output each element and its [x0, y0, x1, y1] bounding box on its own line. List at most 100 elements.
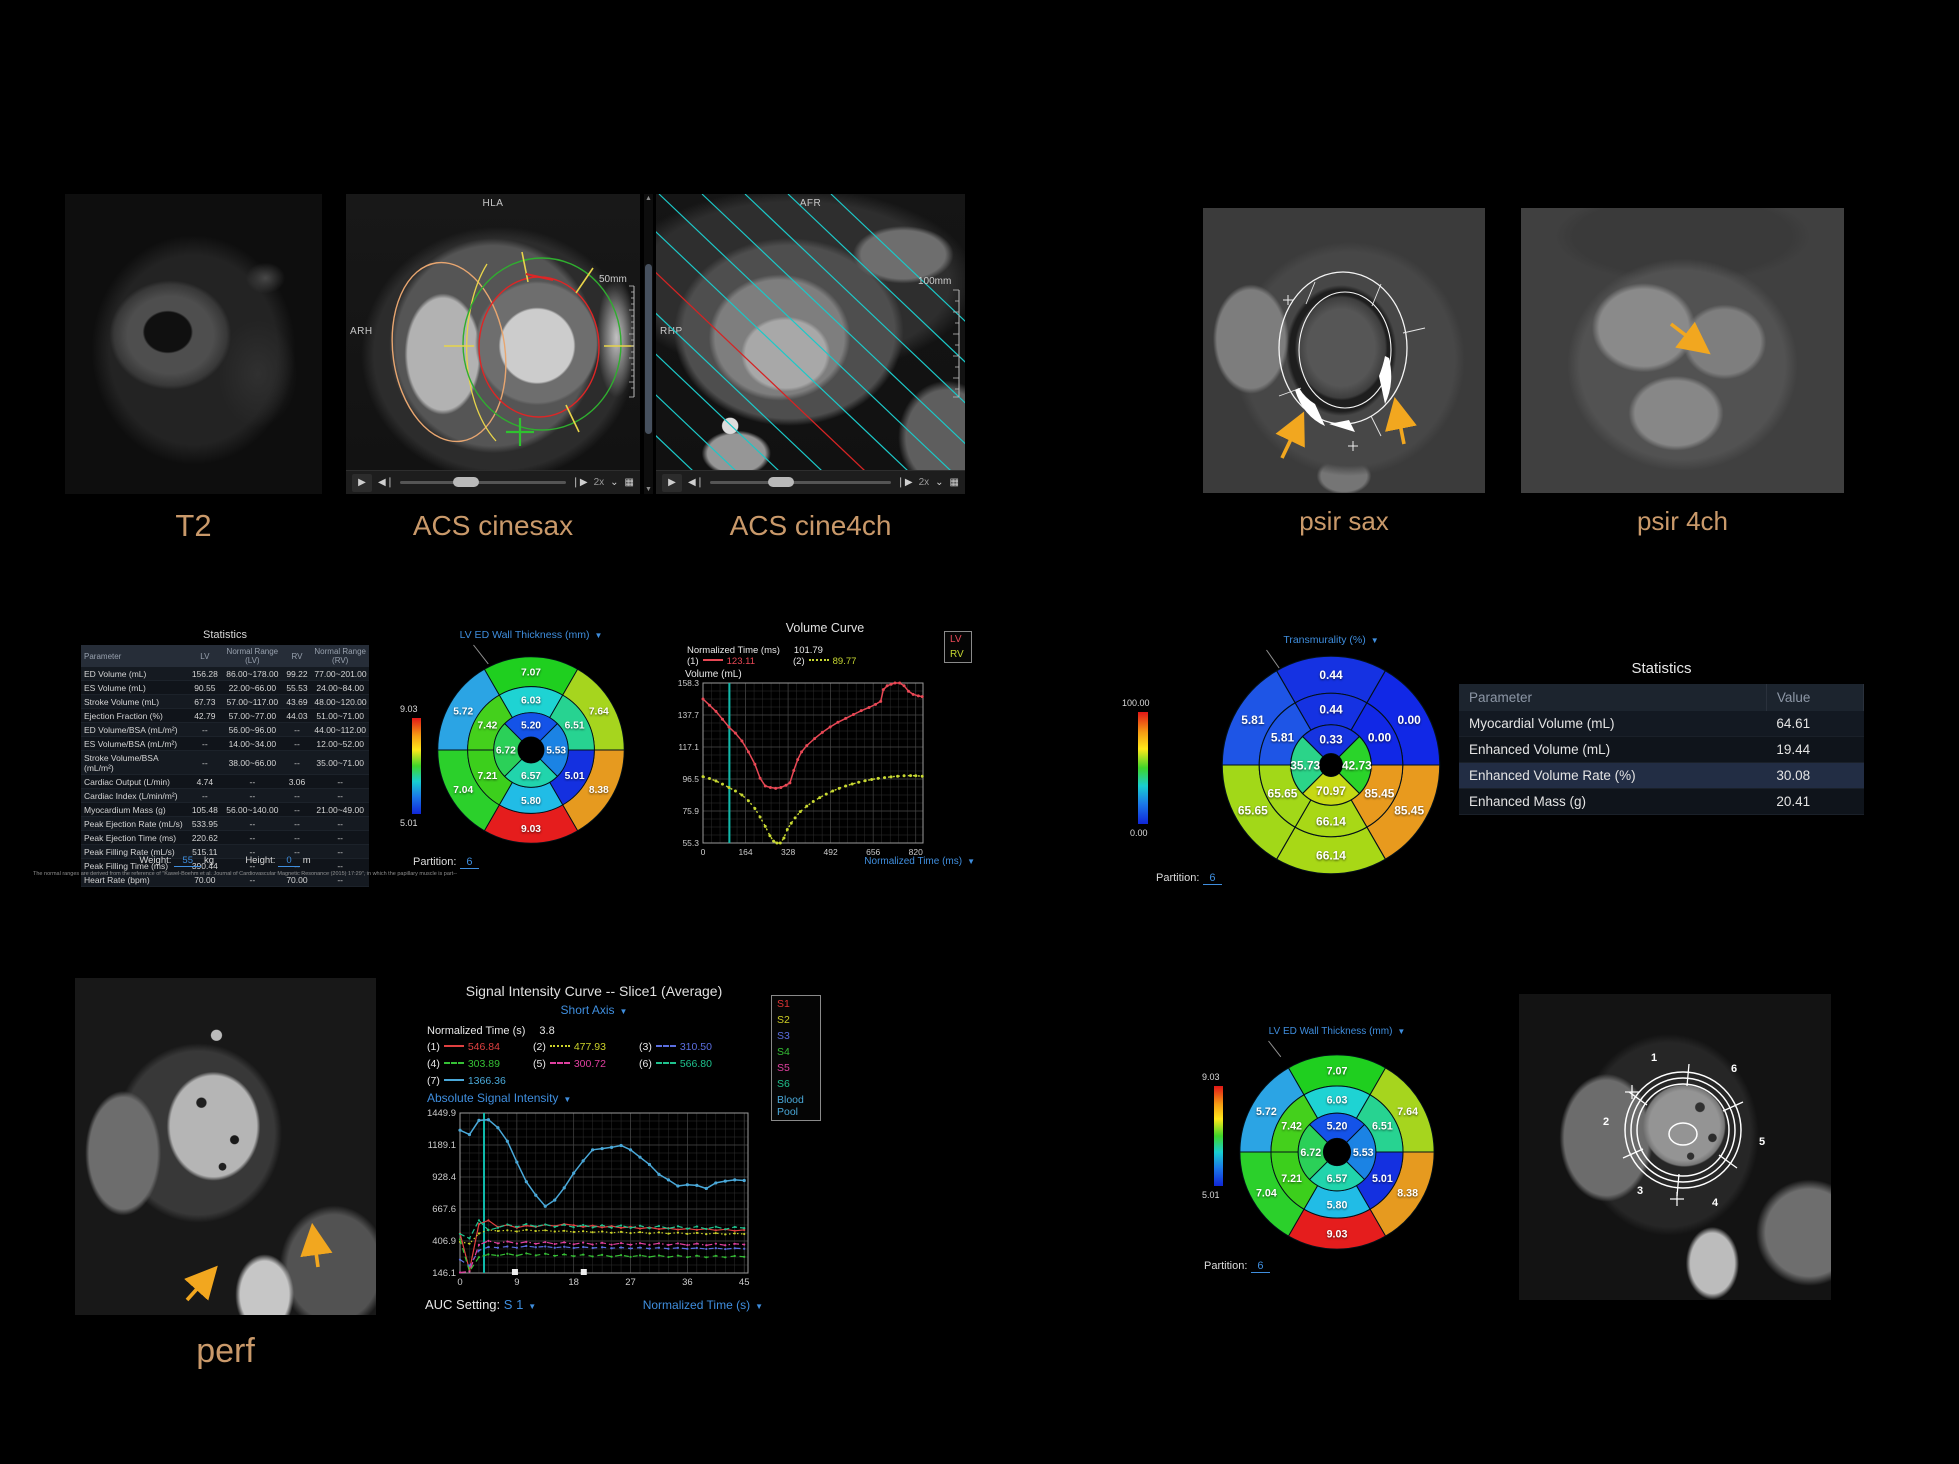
table-row[interactable]: Peak Filling Rate (mL/s) 515.11 -- -- -- [81, 844, 369, 859]
slider-thumb[interactable] [453, 477, 480, 487]
table-row[interactable]: Myocardial Volume (mL) 64.61 [1459, 711, 1864, 737]
bullseye-chart[interactable]: 7.07 7.64 8.38 9.03 7.04 5.72 6.03 6.51 5.01 5.80… [435, 654, 627, 846]
weight-value[interactable]: 55 [174, 855, 201, 867]
weight-unit: kg [203, 855, 215, 866]
auc-value-dropdown[interactable]: S 1 ▼ [503, 1297, 537, 1312]
table-row[interactable]: Peak Ejection Rate (mL/s) 533.95 -- -- -- [81, 816, 369, 831]
chevron-down-icon[interactable]: ⌄ [610, 476, 619, 488]
scrollbar-thumb[interactable] [645, 264, 652, 434]
curve-swatch [443, 1062, 464, 1065]
step-back-button[interactable]: ◀❘ [688, 476, 705, 488]
table-row[interactable]: Enhanced Volume Rate (%) 30.08 [1459, 762, 1864, 789]
legend-item: S3 [777, 1030, 790, 1042]
wall-thickness-dropdown[interactable]: LV ED Wall Thickness (mm) ▼ [1268, 1026, 1406, 1037]
step-forward-button[interactable]: ❘▶ [896, 476, 913, 488]
perf-image[interactable] [75, 978, 376, 1315]
table-row[interactable]: Peak Filling Time (ms) 390.44 -- -- -- [81, 858, 369, 873]
segment-value: 7.07 [1327, 1065, 1348, 1077]
psir-4ch-overlay [1669, 321, 1711, 355]
segmented-sax-image[interactable]: 1 6 5 4 3 2 [1519, 994, 1831, 1300]
slider-thumb[interactable] [767, 477, 794, 487]
table-row[interactable]: Heart Rate (bpm) 70.00 -- 70.00 -- [81, 872, 369, 887]
segment-number: 1 [1651, 1052, 1658, 1064]
table-row[interactable]: Ejection Fraction (%) 42.79 57.00~77.00 44.… [81, 708, 369, 723]
psir-sax-image[interactable] [1203, 208, 1485, 493]
transmurality-bullseye[interactable]: 0.44 0.00 85.45 66.14 65.65 5.81 0.44 0.00 85.45… [1219, 653, 1443, 877]
table-row[interactable]: Peak Ejection Time (ms) 220.62 -- -- -- [81, 830, 369, 845]
speed-label[interactable]: 2x [918, 477, 930, 488]
y-axis-dropdown[interactable]: Absolute Signal Intensity ▼ [427, 1091, 572, 1105]
film-icon[interactable]: ▦ [949, 476, 959, 488]
play-button[interactable]: ▶ [662, 473, 682, 492]
partition-value[interactable]: 6 [460, 856, 479, 869]
cine-progress-slider[interactable] [400, 477, 566, 487]
bullseye-chart[interactable]: 7.07 7.64 8.38 9.03 7.04 5.72 6.03 6.51 5.01 5.80… [1237, 1052, 1437, 1252]
roi-circles[interactable] [1624, 1071, 1742, 1189]
speed-label[interactable]: 2x [593, 477, 605, 488]
cine-progress-slider[interactable] [710, 477, 891, 487]
volume-curve-chart[interactable]: 0 164 328 492 656 820 158.3 137.7 117.1 96.5 75.9 5… [675, 678, 975, 875]
film-icon[interactable]: ▦ [624, 476, 634, 488]
segment-value: 0.00 [1398, 713, 1422, 727]
wall-thickness-dropdown[interactable]: LV ED Wall Thickness (mm) ▼ [459, 629, 603, 641]
septal-contour[interactable] [466, 263, 497, 442]
axis-marker[interactable] [511, 1269, 518, 1275]
height-value[interactable]: 0 [278, 855, 300, 867]
table-row[interactable]: Myocardium Mass (g) 105.48 56.00~140.00 -- 2… [81, 802, 369, 817]
table-row[interactable]: Stroke Volume/BSA (mL/m²) -- 38.00~66.00 --… [81, 750, 369, 775]
table-row[interactable]: Cardiac Index (L/min/m²) -- -- -- -- [81, 788, 369, 803]
x-axis-dropdown[interactable]: Normalized Time (ms) ▼ [864, 856, 975, 867]
signal-intensity-chart[interactable]: 0 9 18 27 36 45 1449.9 1189.1 928.4 667.6 406.9 146… [419, 1106, 763, 1290]
x-tick-label: 0 [457, 1277, 462, 1288]
line-chart[interactable]: 0 9 18 27 36 45 1449.9 1189.1 928.4 667.6 406.9 146… [419, 1106, 763, 1290]
legend-item: RV [950, 649, 964, 660]
x-axis-dropdown[interactable]: Normalized Time (s) ▼ [642, 1298, 763, 1312]
vertical-scrollbar[interactable]: ▲ ▼ [644, 194, 653, 494]
table-row[interactable]: Stroke Volume (mL) 67.73 57.00~117.00 43.69… [81, 694, 369, 709]
play-button[interactable]: ▶ [352, 473, 372, 492]
table-row[interactable]: ES Volume (mL) 90.55 22.00~66.00 55.53 24.00… [81, 680, 369, 695]
y-tick-label: 117.1 [678, 742, 699, 752]
partition-value[interactable]: 6 [1251, 1260, 1270, 1273]
wall-thickness-bullseye[interactable]: 7.07 7.64 8.38 9.03 7.04 5.72 6.03 6.51 5.01 5.80… [1237, 1052, 1437, 1252]
x-tick-label: 27 [625, 1277, 636, 1288]
table-row[interactable]: ES Volume/BSA (mL/m²) -- 14.00~34.00 -- 12.0… [81, 736, 369, 751]
step-forward-button[interactable]: ❘▶ [571, 476, 588, 488]
step-back-button[interactable]: ◀❘ [378, 476, 395, 488]
table-row[interactable]: Cardiac Output (L/min) 4.74 -- 3.06 -- [81, 774, 369, 789]
scroll-down-icon[interactable]: ▼ [645, 486, 652, 493]
y-axis-label: Volume (mL) [685, 669, 742, 680]
rv-endo-contour[interactable] [381, 255, 517, 449]
curve-swatch [655, 1045, 676, 1048]
wall-thickness-bullseye[interactable]: 7.07 7.64 8.38 9.03 7.04 5.72 6.03 6.51 5.01 5.80… [435, 654, 627, 846]
psir-4ch-image[interactable] [1521, 208, 1844, 493]
lv-epi-contour[interactable] [462, 257, 622, 431]
cine4ch-image[interactable]: AFR RHP 100mm [656, 194, 965, 470]
bullseye-chart[interactable]: 0.44 0.00 85.45 66.14 65.65 5.81 0.44 0.00 85.45… [1219, 653, 1443, 877]
transmurality-dropdown[interactable]: Transmurality (%) ▼ [1283, 634, 1379, 646]
table-row[interactable]: ED Volume/BSA (mL/m²) -- 56.00~96.00 -- 44.0… [81, 722, 369, 737]
axis-marker[interactable] [580, 1269, 587, 1275]
lv-endo-contour[interactable] [478, 276, 600, 418]
axis-mode-dropdown[interactable]: Short Axis ▼ [560, 1003, 628, 1017]
table-row[interactable]: ED Volume (mL) 156.28 86.00~178.00 99.22 77.… [81, 667, 369, 681]
partition-value[interactable]: 6 [1203, 872, 1222, 885]
cinesax-image[interactable]: HLA ARH 50mm [346, 194, 640, 470]
t2-image[interactable] [65, 194, 322, 494]
x-tick-label: 656 [866, 847, 880, 857]
curve-swatch [443, 1079, 464, 1082]
table-row[interactable]: Enhanced Volume (mL) 19.44 [1459, 736, 1864, 763]
epi-contour[interactable] [1278, 271, 1408, 425]
color-scale [412, 718, 421, 814]
table-row[interactable]: Enhanced Mass (g) 20.41 [1459, 788, 1864, 815]
segment-number: 6 [1731, 1063, 1738, 1075]
line-chart[interactable]: 0 164 328 492 656 820 158.3 137.7 117.1 96.5 75.9 5… [675, 678, 975, 875]
chevron-down-icon[interactable]: ⌄ [935, 476, 944, 488]
chevron-down-icon: ▼ [594, 631, 603, 640]
endo-contour[interactable] [1298, 291, 1392, 409]
segment-value: 9.03 [1327, 1228, 1348, 1240]
bullseye-center [517, 736, 545, 764]
cinesax-contour-overlay: 50mm [381, 251, 635, 449]
scroll-up-icon[interactable]: ▲ [645, 195, 652, 202]
x-tick-label: 164 [738, 847, 752, 857]
